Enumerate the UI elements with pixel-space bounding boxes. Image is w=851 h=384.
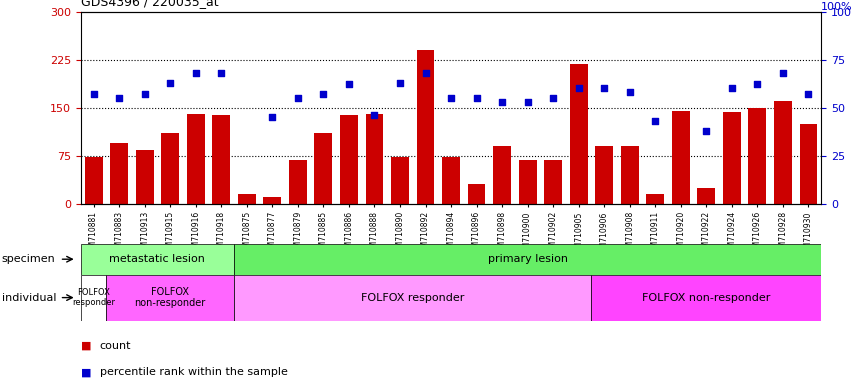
Point <box>648 118 662 124</box>
Point <box>776 70 790 76</box>
Point <box>291 95 305 101</box>
Point <box>597 85 611 91</box>
Bar <box>591 275 821 321</box>
Bar <box>722 112 740 204</box>
Text: ■: ■ <box>81 341 91 351</box>
Point <box>317 91 330 97</box>
Text: 100%: 100% <box>821 2 851 12</box>
Bar <box>366 114 383 204</box>
Bar <box>234 244 821 275</box>
Bar <box>544 160 562 204</box>
Point <box>521 99 534 105</box>
Bar <box>288 160 306 204</box>
Bar <box>569 64 587 204</box>
Point <box>266 114 279 120</box>
Bar <box>468 184 485 204</box>
Text: count: count <box>100 341 131 351</box>
Point <box>444 95 458 101</box>
Point <box>572 85 585 91</box>
Text: specimen: specimen <box>2 254 55 264</box>
Bar <box>237 194 255 204</box>
Bar <box>774 101 791 204</box>
Text: FOLFOX
non-responder: FOLFOX non-responder <box>134 287 206 308</box>
Text: primary lesion: primary lesion <box>488 254 568 264</box>
Bar <box>264 197 281 204</box>
Point <box>342 81 356 88</box>
Bar <box>234 275 591 321</box>
Point <box>419 70 432 76</box>
Bar <box>749 108 766 204</box>
Text: ■: ■ <box>81 367 91 377</box>
Bar <box>647 194 664 204</box>
Point <box>700 127 713 134</box>
Point <box>751 81 764 88</box>
Bar <box>494 146 511 204</box>
Text: FOLFOX
responder: FOLFOX responder <box>72 288 115 307</box>
Point <box>725 85 739 91</box>
Point <box>138 91 151 97</box>
Bar <box>111 143 128 204</box>
Text: percentile rank within the sample: percentile rank within the sample <box>100 367 288 377</box>
Text: GDS4396 / 220035_at: GDS4396 / 220035_at <box>81 0 219 8</box>
Bar <box>106 275 234 321</box>
Bar <box>620 146 638 204</box>
Bar <box>518 160 536 204</box>
Point <box>802 91 815 97</box>
Text: metastatic lesion: metastatic lesion <box>110 254 205 264</box>
Point <box>368 112 381 118</box>
Text: individual: individual <box>2 293 56 303</box>
Bar <box>81 275 106 321</box>
Point <box>495 99 509 105</box>
Point <box>87 91 100 97</box>
Point <box>214 70 228 76</box>
Text: FOLFOX responder: FOLFOX responder <box>361 293 465 303</box>
Bar <box>84 157 102 204</box>
Bar <box>162 133 179 204</box>
Bar <box>315 133 332 204</box>
Point <box>189 70 203 76</box>
Point <box>163 79 177 86</box>
Text: FOLFOX non-responder: FOLFOX non-responder <box>643 293 770 303</box>
Bar <box>595 146 613 204</box>
Point <box>546 95 560 101</box>
Point <box>112 95 126 101</box>
Bar <box>340 115 357 204</box>
Bar <box>417 50 434 204</box>
Bar <box>697 187 715 204</box>
Point <box>470 95 483 101</box>
Point <box>623 89 637 95</box>
Bar <box>671 111 689 204</box>
Bar <box>799 124 817 204</box>
Bar <box>81 244 234 275</box>
Bar <box>213 115 230 204</box>
Bar <box>186 114 204 204</box>
Bar <box>391 157 408 204</box>
Point <box>393 79 407 86</box>
Bar <box>443 157 460 204</box>
Bar <box>136 151 153 204</box>
